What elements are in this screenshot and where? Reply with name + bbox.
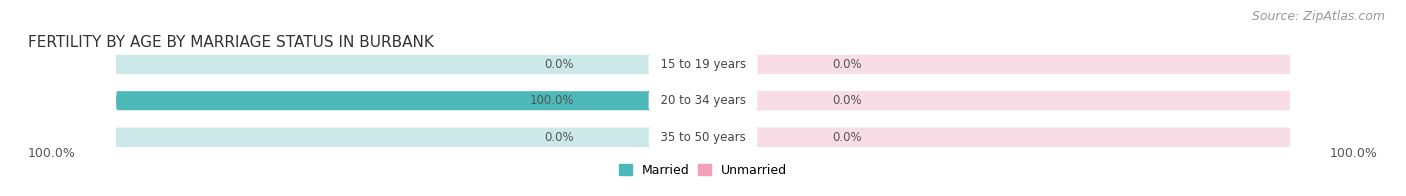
Text: 0.0%: 0.0% [544,131,574,144]
Legend: Married, Unmarried: Married, Unmarried [619,164,787,177]
Bar [703,128,1289,147]
Text: 0.0%: 0.0% [832,58,862,71]
Text: Source: ZipAtlas.com: Source: ZipAtlas.com [1251,10,1385,23]
Bar [117,128,703,147]
Bar [117,91,703,110]
FancyBboxPatch shape [117,55,1289,74]
Text: 100.0%: 100.0% [28,147,76,160]
FancyBboxPatch shape [117,91,1289,110]
FancyBboxPatch shape [117,55,1289,74]
Text: 0.0%: 0.0% [544,58,574,71]
Text: 15 to 19 years: 15 to 19 years [652,58,754,71]
Bar [703,91,1289,110]
Bar [703,55,1289,74]
FancyBboxPatch shape [117,91,703,110]
Text: 20 to 34 years: 20 to 34 years [652,94,754,107]
Text: 0.0%: 0.0% [832,94,862,107]
Text: 100.0%: 100.0% [530,94,574,107]
Text: 100.0%: 100.0% [1330,147,1378,160]
Text: 0.0%: 0.0% [832,131,862,144]
Text: FERTILITY BY AGE BY MARRIAGE STATUS IN BURBANK: FERTILITY BY AGE BY MARRIAGE STATUS IN B… [28,34,434,50]
FancyBboxPatch shape [117,91,1289,110]
Text: 35 to 50 years: 35 to 50 years [652,131,754,144]
Bar [117,55,703,74]
FancyBboxPatch shape [117,128,1289,147]
FancyBboxPatch shape [117,128,1289,147]
